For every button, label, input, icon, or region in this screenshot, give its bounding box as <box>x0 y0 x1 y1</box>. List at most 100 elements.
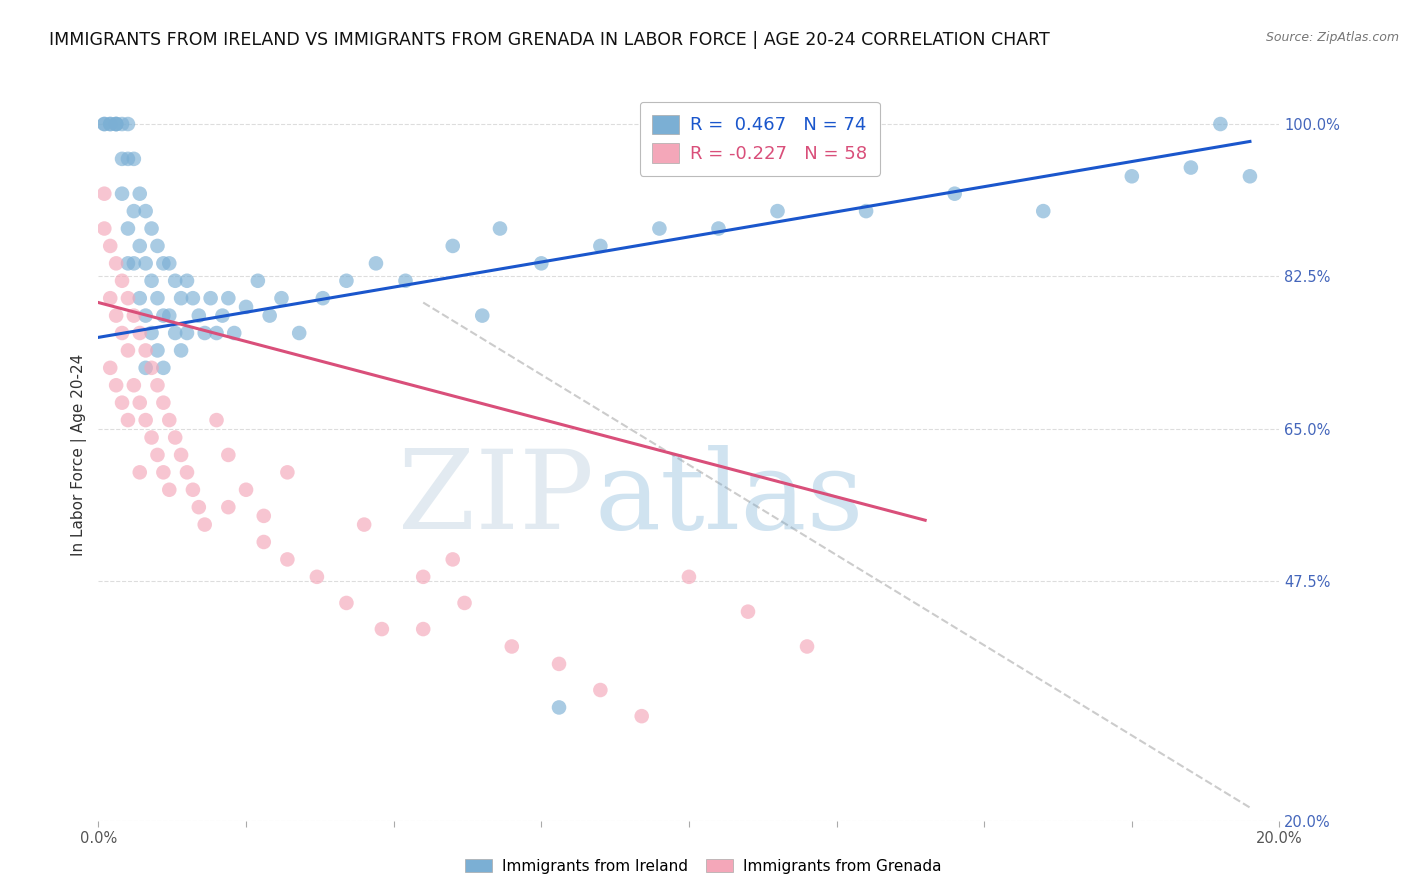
Point <box>766 204 789 219</box>
Point <box>305 570 328 584</box>
Point <box>217 291 239 305</box>
Point <box>128 186 150 201</box>
Point <box>152 395 174 409</box>
Point <box>111 326 134 340</box>
Point <box>105 117 128 131</box>
Point <box>194 326 217 340</box>
Point <box>796 640 818 654</box>
Point <box>548 657 571 671</box>
Point <box>152 466 174 480</box>
Point <box>246 274 269 288</box>
Point <box>1209 117 1232 131</box>
Point <box>135 256 157 270</box>
Point <box>111 152 134 166</box>
Legend: R =  0.467   N = 74, R = -0.227   N = 58: R = 0.467 N = 74, R = -0.227 N = 58 <box>640 102 880 176</box>
Point <box>117 256 139 270</box>
Point <box>288 326 311 340</box>
Text: ZIP: ZIP <box>398 445 595 552</box>
Point <box>176 466 198 480</box>
Point <box>312 291 335 305</box>
Point <box>98 360 121 375</box>
Point <box>224 326 246 340</box>
Point <box>176 326 198 340</box>
Point <box>441 239 464 253</box>
Point <box>253 508 276 523</box>
Point <box>146 343 169 358</box>
Point <box>135 413 157 427</box>
Point <box>98 117 121 131</box>
Point <box>235 483 257 497</box>
Point <box>194 517 217 532</box>
Point <box>211 309 233 323</box>
Point <box>152 360 174 375</box>
Point <box>217 448 239 462</box>
Y-axis label: In Labor Force | Age 20-24: In Labor Force | Age 20-24 <box>72 354 87 556</box>
Point <box>678 570 700 584</box>
Point <box>259 309 281 323</box>
Point <box>141 221 163 235</box>
Point <box>105 309 128 323</box>
Point <box>176 274 198 288</box>
Point <box>1180 161 1202 175</box>
Point <box>117 343 139 358</box>
Point <box>412 622 434 636</box>
Point <box>205 326 228 340</box>
Point <box>1121 169 1143 184</box>
Point <box>128 239 150 253</box>
Point <box>141 360 163 375</box>
Point <box>141 430 163 444</box>
Point <box>364 256 387 270</box>
Point <box>181 483 204 497</box>
Point <box>441 552 464 566</box>
Point <box>141 326 163 340</box>
Point <box>135 343 157 358</box>
Point <box>187 500 209 515</box>
Point <box>128 326 150 340</box>
Point <box>170 448 193 462</box>
Point <box>471 309 494 323</box>
Point <box>501 640 523 654</box>
Point <box>217 500 239 515</box>
Point <box>530 256 553 270</box>
Point <box>335 274 357 288</box>
Point <box>548 700 571 714</box>
Point <box>105 378 128 392</box>
Point <box>111 117 134 131</box>
Point <box>146 448 169 462</box>
Point <box>943 186 966 201</box>
Point <box>371 622 394 636</box>
Point <box>152 256 174 270</box>
Text: Source: ZipAtlas.com: Source: ZipAtlas.com <box>1265 31 1399 45</box>
Point <box>117 291 139 305</box>
Point <box>170 343 193 358</box>
Point <box>98 291 121 305</box>
Point <box>170 291 193 305</box>
Point <box>93 186 115 201</box>
Point <box>453 596 475 610</box>
Text: IMMIGRANTS FROM IRELAND VS IMMIGRANTS FROM GRENADA IN LABOR FORCE | AGE 20-24 CO: IMMIGRANTS FROM IRELAND VS IMMIGRANTS FR… <box>49 31 1050 49</box>
Point <box>157 256 180 270</box>
Point <box>157 483 180 497</box>
Point <box>117 413 139 427</box>
Point <box>135 360 157 375</box>
Point <box>98 239 121 253</box>
Point <box>93 117 115 131</box>
Point <box>648 221 671 235</box>
Point <box>105 117 128 131</box>
Point <box>146 239 169 253</box>
Point <box>117 221 139 235</box>
Point <box>111 186 134 201</box>
Point <box>353 517 375 532</box>
Point <box>187 309 209 323</box>
Point <box>235 300 257 314</box>
Point <box>122 378 145 392</box>
Point <box>122 256 145 270</box>
Point <box>181 291 204 305</box>
Point <box>128 291 150 305</box>
Point <box>276 552 298 566</box>
Point <box>128 466 150 480</box>
Point <box>105 256 128 270</box>
Point <box>117 152 139 166</box>
Point <box>1032 204 1054 219</box>
Point <box>489 221 512 235</box>
